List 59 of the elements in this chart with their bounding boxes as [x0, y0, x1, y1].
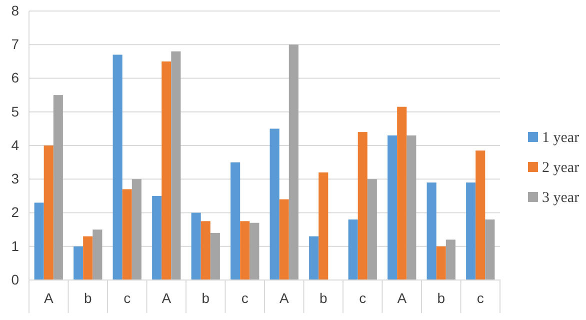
bar	[200, 221, 210, 280]
bar	[53, 95, 63, 280]
bar	[270, 128, 280, 280]
bar	[112, 54, 122, 280]
x-tick-label: A	[162, 290, 172, 306]
bar	[83, 236, 93, 280]
bar	[406, 135, 416, 280]
bar	[132, 179, 142, 280]
bar	[92, 230, 102, 280]
x-tick-label: c	[359, 290, 366, 306]
bar	[358, 132, 368, 280]
y-tick-label: 6	[11, 70, 20, 86]
bar	[388, 135, 398, 280]
bar	[210, 232, 220, 280]
bar	[426, 182, 436, 280]
bar	[318, 172, 328, 280]
bar	[34, 202, 44, 280]
bar	[436, 246, 446, 280]
bar	[279, 199, 289, 280]
y-tick-label: 1	[11, 238, 20, 254]
bar	[485, 219, 495, 280]
bar	[446, 240, 456, 280]
x-tick-label: b	[202, 290, 210, 306]
legend-label: 3 year	[542, 190, 580, 206]
y-tick-label: 7	[11, 36, 20, 52]
y-tick-label: 2	[11, 204, 20, 220]
bar	[348, 219, 358, 280]
x-tick-label: b	[319, 290, 328, 306]
bar	[191, 212, 201, 280]
bar	[122, 189, 132, 280]
bar	[397, 106, 407, 280]
bar	[476, 150, 486, 280]
bar	[171, 51, 181, 280]
legend-label: 1 year	[542, 130, 580, 146]
y-tick-label: 3	[11, 170, 20, 187]
bar	[230, 162, 240, 280]
x-tick-label: c	[241, 290, 248, 306]
y-tick-label: 0	[11, 271, 20, 288]
bar	[367, 179, 377, 280]
bar	[250, 222, 260, 280]
bar	[74, 246, 84, 280]
y-tick-label: 8	[11, 2, 20, 18]
x-tick-label: b	[437, 290, 446, 306]
bar	[466, 182, 476, 280]
bar	[44, 146, 54, 280]
bar	[162, 61, 172, 280]
bar	[152, 196, 162, 280]
y-tick-label: 4	[11, 136, 20, 153]
x-tick-label: b	[84, 290, 92, 306]
bar	[309, 236, 319, 280]
y-tick-label: 5	[11, 103, 20, 120]
x-tick-label: c	[124, 290, 131, 306]
x-tick-label: A	[44, 290, 54, 306]
x-tick-label: A	[397, 290, 408, 306]
legend-label: 2 year	[542, 160, 580, 176]
x-tick-label: A	[279, 290, 290, 306]
x-tick-label: c	[476, 290, 484, 306]
bar	[240, 221, 250, 280]
bar	[288, 44, 298, 280]
